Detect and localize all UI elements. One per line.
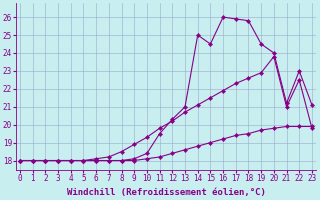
X-axis label: Windchill (Refroidissement éolien,°C): Windchill (Refroidissement éolien,°C) (67, 188, 265, 197)
